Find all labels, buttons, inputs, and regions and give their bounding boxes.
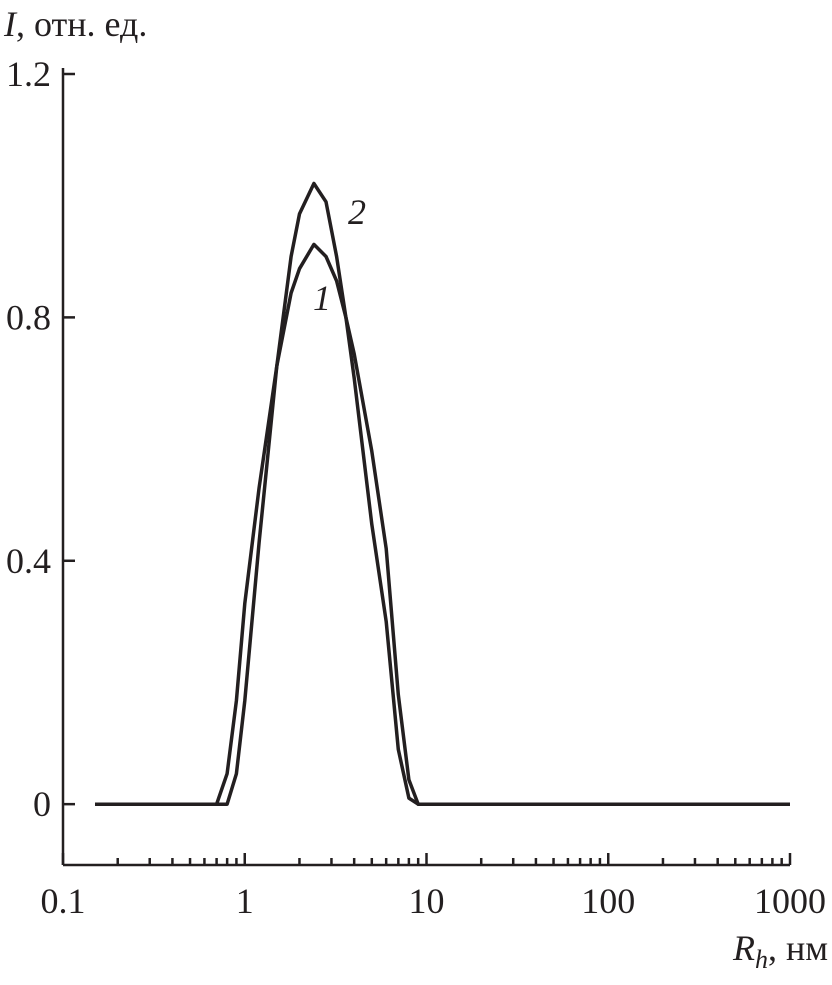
series-label: 2: [348, 192, 366, 232]
y-tick-label: 0.4: [6, 541, 51, 581]
y-axis-label: I, отн. ед.: [3, 4, 147, 44]
x-tick-label: 10: [409, 881, 445, 921]
y-tick-label: 0.8: [6, 297, 51, 337]
series-line: [95, 242, 790, 806]
y-tick-label: 0: [33, 784, 51, 824]
x-label-unit: , нм: [768, 928, 828, 968]
x-tick-label: 1000: [754, 881, 826, 921]
x-label-subscript: h: [755, 945, 768, 974]
series-line: [95, 181, 790, 806]
x-tick-label: 0.1: [41, 881, 86, 921]
x-axis-label: Rh, нм: [732, 928, 828, 974]
y-label-symbol: I: [3, 4, 18, 44]
y-label-unit: , отн. ед.: [16, 4, 147, 44]
x-tick-label: 100: [581, 881, 635, 921]
y-tick-label: 1.2: [6, 54, 51, 94]
x-label-symbol: R: [732, 928, 755, 968]
series-label: 1: [313, 278, 331, 318]
x-tick-label: 1: [236, 881, 254, 921]
